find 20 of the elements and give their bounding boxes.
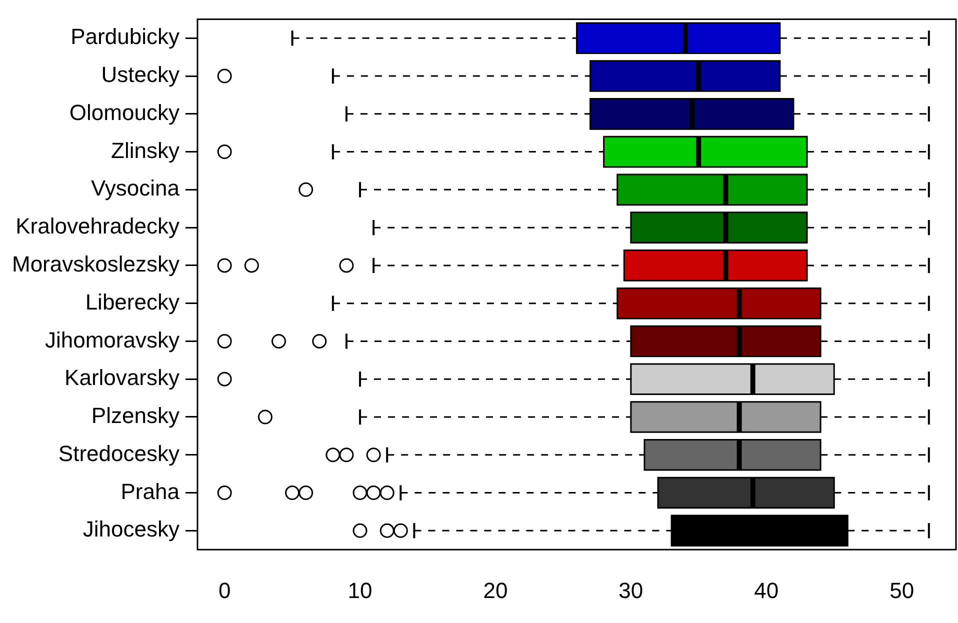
x-tick-label: 10 <box>348 578 372 603</box>
y-tick-label: Stredocesky <box>58 440 180 466</box>
y-tick-label: Jihocesky <box>82 516 180 542</box>
x-tick-label: 20 <box>483 578 508 603</box>
y-tick-label: Praha <box>120 478 180 504</box>
y-tick-label: Ustecky <box>101 62 180 88</box>
y-tick-label: Kralovehradecky <box>16 214 180 239</box>
x-tick-label: 30 <box>618 578 644 603</box>
x-tick-label: 40 <box>754 578 779 603</box>
y-tick-label: Vysocina <box>91 176 180 201</box>
y-tick-label: Pardubicky <box>70 24 180 50</box>
y-tick-label: Liberecky <box>85 289 180 314</box>
y-tick-label: Moravskoslezsky <box>12 252 180 277</box>
y-tick-label: Zlinsky <box>111 138 180 163</box>
x-tick-label: 50 <box>890 578 914 603</box>
y-tick-label: Karlovarsky <box>64 365 180 390</box>
y-tick-label: Plzensky <box>91 403 180 428</box>
x-tick-label: 0 <box>218 578 231 603</box>
y-tick-label: Jihomoravsky <box>44 327 180 352</box>
y-tick-label: Olomoucky <box>69 100 180 125</box>
